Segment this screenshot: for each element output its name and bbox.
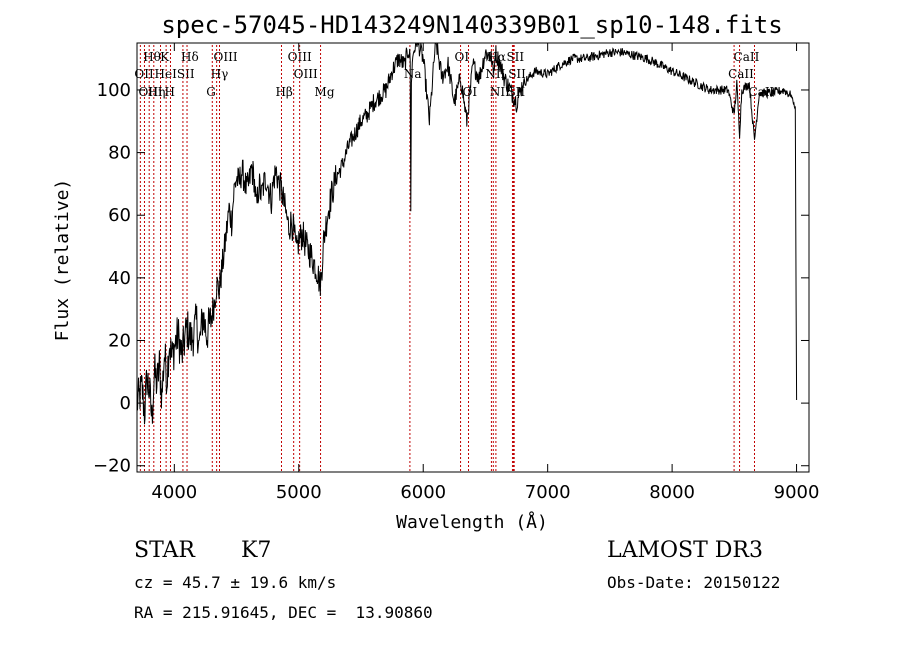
- marker-label: OIII: [294, 67, 318, 81]
- marker-label: OI: [455, 50, 470, 64]
- y-tick-label: 40: [108, 268, 131, 289]
- marker-label: SII: [177, 67, 195, 81]
- obs-date: Obs-Date: 20150122: [607, 573, 781, 592]
- y-axis-ticks: −20 0 20 40 60 80 100: [93, 80, 809, 477]
- y-tick-label: −20: [93, 456, 131, 477]
- y-tick-label: 0: [120, 393, 131, 414]
- marker-label: H: [164, 85, 174, 99]
- marker-label: SII: [506, 50, 524, 64]
- spectrum-series: [136, 42, 798, 425]
- marker-label: Hγ: [211, 67, 229, 81]
- marker-label: SII: [508, 67, 526, 81]
- marker-label: G: [206, 85, 216, 99]
- y-tick-label: 60: [108, 205, 131, 226]
- marker-label: Hδ: [181, 50, 199, 64]
- marker-label: Hθ: [143, 50, 161, 64]
- plot-frame: [136, 42, 810, 473]
- y-tick-label: 20: [108, 330, 131, 351]
- marker-label: NII: [490, 85, 510, 99]
- x-axis-label: Wavelength (Å): [396, 511, 548, 533]
- survey-name: LAMOST DR3: [607, 538, 763, 563]
- velocity-readout: cz = 45.7 ± 19.6 km/s: [134, 573, 337, 592]
- object-class: STAR: [134, 538, 195, 563]
- marker-label: OIII: [138, 85, 162, 99]
- y-tick-label: 80: [108, 143, 131, 164]
- marker-label: K: [160, 50, 170, 64]
- x-tick-label: 4000: [151, 482, 197, 503]
- spectrum-line: [136, 42, 798, 425]
- marker-label: Mg: [315, 85, 335, 99]
- marker-label: HeI: [155, 67, 178, 81]
- marker-label: OIII: [214, 50, 238, 64]
- marker-label: Hβ: [275, 85, 292, 99]
- marker-label: CaII: [734, 50, 760, 64]
- x-tick-label: 6000: [400, 482, 446, 503]
- y-tick-label: 100: [97, 80, 131, 101]
- spectral-subclass: K7: [241, 538, 272, 563]
- x-tick-label: 8000: [649, 482, 695, 503]
- x-axis-ticks: 4000 5000 6000 7000 8000 9000: [151, 43, 819, 503]
- line-markers: HθOIIOIIIKHeIHηSIIHHδOIIIHγGOIIIOIIIHβMg…: [134, 45, 775, 472]
- x-tick-label: 5000: [276, 482, 322, 503]
- coordinates: RA = 215.91645, DEC = 13.90860: [134, 603, 433, 622]
- marker-label: Na: [404, 67, 422, 81]
- x-tick-label: 9000: [774, 482, 820, 503]
- y-axis-label: Flux (relative): [52, 179, 73, 342]
- chart-title: spec-57045-HD143249N140339B01_sp10-148.f…: [161, 11, 782, 39]
- marker-label: Hη: [148, 85, 166, 99]
- x-tick-label: 7000: [525, 482, 571, 503]
- marker-label: CaII: [728, 67, 754, 81]
